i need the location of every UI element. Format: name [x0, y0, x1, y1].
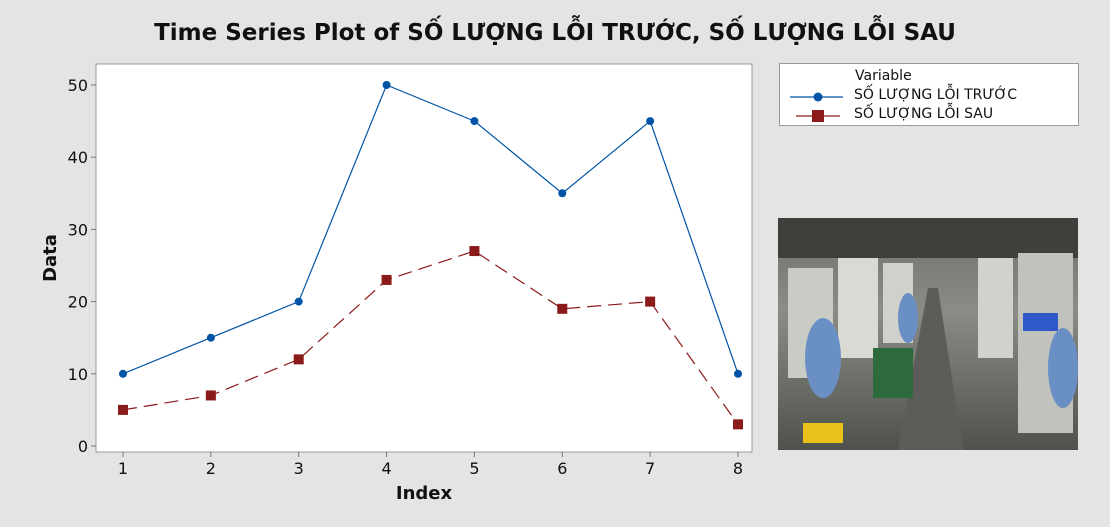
data-point-circle	[294, 297, 303, 306]
legend-label: SỐ LƯỢNG LỖI TRƯỚC	[854, 87, 1017, 103]
data-point-square	[118, 404, 128, 415]
data-point-circle	[206, 333, 215, 342]
data-point-square	[381, 274, 392, 285]
data-point-circle	[734, 369, 742, 378]
x-tick-label: 7	[645, 459, 655, 478]
data-point-square	[293, 354, 304, 365]
chart-title: Time Series Plot of SỐ LƯỢNG LỖI TRƯỚC, …	[154, 20, 956, 46]
legend-marker-square	[796, 110, 840, 122]
x-tick-label: 1	[118, 459, 128, 478]
data-point-circle	[119, 369, 127, 378]
series-line-1	[122, 84, 739, 375]
factory-photo	[778, 218, 1078, 450]
legend-label: SỐ LƯỢNG LỖI SAU	[854, 106, 994, 122]
data-point-square	[557, 303, 568, 314]
data-point-square	[733, 419, 743, 430]
series-line-2	[122, 250, 739, 425]
data-point-circle	[646, 117, 655, 126]
legend-title: Variable	[855, 68, 912, 84]
legend: Variable SỐ LƯỢNG LỖI TRƯỚC SỐ LƯỢNG LỖI…	[779, 63, 1079, 126]
data-point-square	[469, 246, 480, 257]
data-point-circle	[558, 189, 567, 198]
y-tick-label: 50	[68, 76, 88, 95]
data-point-square	[645, 296, 656, 307]
y-tick-label: 10	[68, 365, 88, 384]
legend-marker-circle	[790, 92, 843, 102]
x-axis-label: Index	[396, 483, 453, 504]
y-tick-label: 0	[78, 437, 88, 456]
y-tick-label: 40	[68, 148, 88, 167]
x-tick-label: 6	[557, 459, 567, 478]
x-tick-label: 4	[381, 459, 391, 478]
data-point-circle	[382, 81, 391, 89]
y-tick-label: 20	[68, 293, 88, 312]
x-tick-label: 3	[294, 459, 304, 478]
x-tick-label: 8	[733, 459, 743, 478]
data-point-circle	[470, 117, 479, 126]
plot-area	[95, 63, 753, 453]
data-point-square	[205, 390, 216, 401]
x-tick-label: 5	[469, 459, 479, 478]
y-tick-label: 30	[68, 220, 88, 239]
x-tick-label: 2	[206, 459, 216, 478]
y-axis-label: Data	[40, 234, 61, 282]
